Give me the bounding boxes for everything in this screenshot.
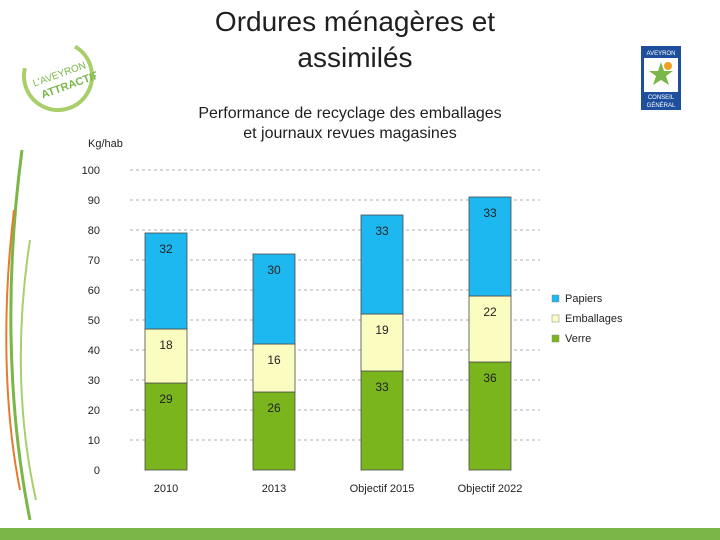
decorative-swoosh [5,150,37,520]
bar-value-label: 36 [483,371,497,385]
legend-swatch-emballages [551,314,560,323]
y-tick-label: 50 [88,315,100,327]
bar-segment-papiers [144,232,188,330]
y-axis-unit-label: Kg/hab [88,138,123,150]
y-tick-label: 40 [88,345,100,357]
x-tick-label: Objectif 2015 [350,483,415,495]
bar-value-label: 26 [267,401,281,415]
bar-value-label: 33 [375,224,389,238]
x-tick-label: 2013 [262,483,286,495]
logo-text-top: AVEYRON [647,51,676,57]
y-tick-label: 30 [88,375,100,387]
y-tick-label: 20 [88,405,100,417]
bar-segment-emballages [468,295,512,363]
logo-ring [22,40,94,112]
legend-swatch-papiers [551,294,560,303]
legend-label-emballages: Emballages [565,313,623,325]
bar-value-label: 22 [483,305,497,319]
bar-value-label: 30 [267,263,281,277]
x-tick-label: Objectif 2022 [458,483,523,495]
y-tick-label: 0 [94,465,100,477]
bar-value-label: 19 [375,323,389,337]
y-tick-label: 70 [88,255,100,267]
y-tick-label: 100 [82,165,100,177]
bar-value-label: 29 [159,392,173,406]
chart-title-line1: Performance de recyclage des emballages [198,105,502,122]
bar-segment-emballages [360,313,404,372]
y-tick-label: 90 [88,195,100,207]
sun-icon [664,62,672,70]
chart-title-line2: et journaux revues magasines [243,125,457,142]
conseil-general-logo: AVEYRON CONSEIL GÉNÉRAL [641,46,681,110]
bottom-accent-bar [0,528,720,540]
bar-value-label: 33 [375,380,389,394]
legend-label-papiers: Papiers [565,293,603,305]
bar-segment-emballages [252,343,296,393]
y-tick-label: 80 [88,225,100,237]
legend-swatch-verre [551,334,560,343]
bar-segment-papiers [360,214,404,315]
slide-title-line2: assimilés [297,42,413,73]
aveyron-attractif-logo: L'AVEYRON ATTRACTIF [22,40,96,112]
bar-segment-verre [360,370,404,471]
bar-segment-verre [252,391,296,471]
slide-title: Ordures ménagères et assimilés [150,4,560,76]
bar-value-label: 18 [159,338,173,352]
x-tick-label: 2010 [154,483,178,495]
bar-segment-papiers [468,196,512,297]
slide-title-line1: Ordures ménagères et [214,6,496,37]
bar-segment-verre [468,361,512,471]
bar-segment-papiers [252,253,296,345]
y-tick-label: 60 [88,285,100,297]
logo-text-conseil: CONSEIL [648,95,675,101]
bar-value-label: 32 [159,242,173,256]
logo-text-general: GÉNÉRAL [647,102,676,109]
bar-value-label: 33 [483,206,497,220]
chart-title: Performance de recyclage des emballages … [150,104,550,144]
y-tick-label: 10 [88,435,100,447]
bar-segment-emballages [144,328,188,384]
bar-segment-verre [144,382,188,471]
star-icon [649,62,673,85]
legend-label-verre: Verre [565,333,591,345]
bar-value-label: 16 [267,353,281,367]
